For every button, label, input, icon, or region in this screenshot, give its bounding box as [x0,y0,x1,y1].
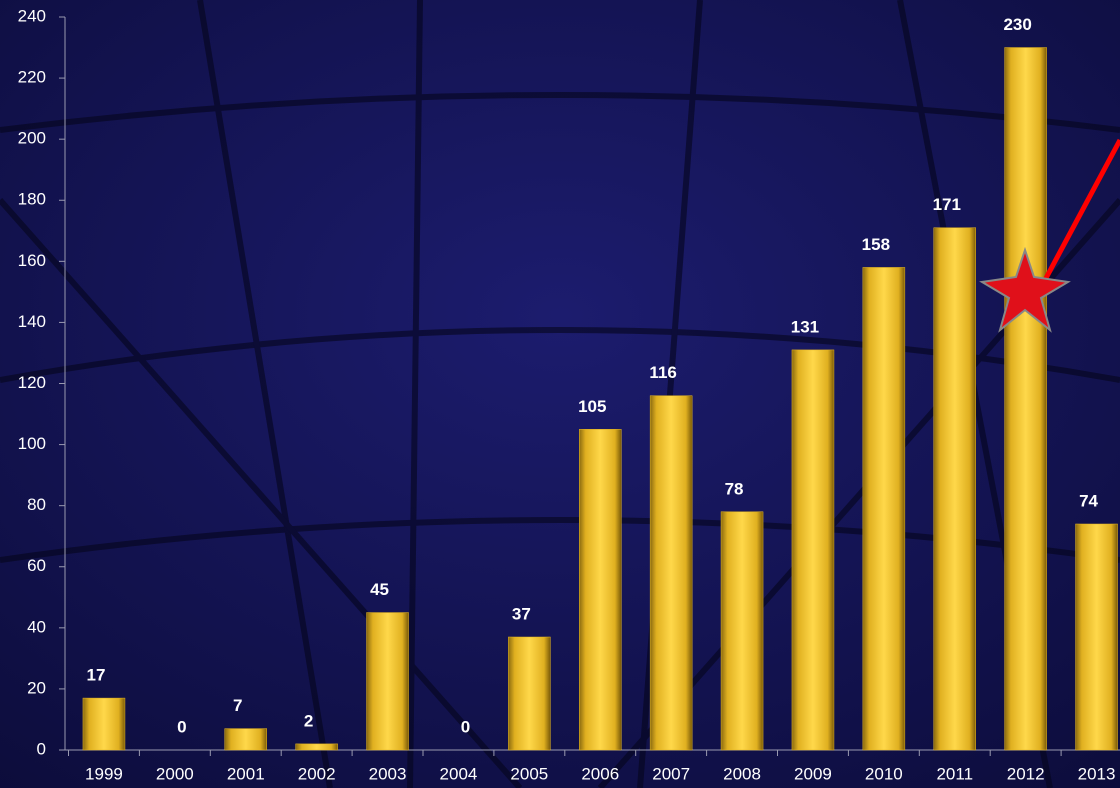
bar [1075,523,1118,751]
bar [295,743,338,751]
bar [1004,47,1047,751]
x-tick-label: 2003 [369,764,407,783]
pointer-line [1042,138,1120,282]
x-tick-label: 2012 [1007,764,1045,783]
bar [366,612,409,751]
value-label: 7 [233,696,242,715]
y-tick-label: 220 [18,68,46,87]
x-tick-label: 2013 [1078,764,1116,783]
y-tick-label: 0 [37,739,46,758]
x-tick-label: 2001 [227,764,265,783]
value-label: 17 [86,666,105,685]
value-label: 105 [578,397,606,416]
y-tick-label: 60 [27,556,46,575]
y-tick-label: 20 [27,678,46,697]
value-label: 116 [649,363,676,382]
bar [224,728,267,751]
x-tick-label: 2002 [298,764,336,783]
x-tick-label: 2004 [440,764,478,783]
x-tick-label: 2005 [510,764,548,783]
value-label: 45 [370,580,389,599]
y-tick-label: 200 [18,129,46,148]
y-tick-label: 100 [18,434,46,453]
value-label: 2 [304,711,313,730]
y-tick-label: 160 [18,251,46,270]
x-tick-label: 2010 [865,764,903,783]
bar [933,227,976,751]
bar [579,429,622,751]
bar [649,395,693,751]
value-label: 74 [1079,491,1098,510]
value-label: 0 [177,717,186,736]
y-tick-label: 120 [18,373,46,392]
x-tick-label: 2006 [581,764,619,783]
x-tick-label: 2007 [652,764,690,783]
x-tick-label: 1999 [85,764,123,783]
y-tick-label: 240 [18,6,46,25]
y-tick-label: 140 [18,312,46,331]
star [979,246,1071,333]
value-label: 37 [512,604,531,623]
value-label: 171 [933,195,961,214]
value-label: 158 [862,235,890,254]
x-tick-label: 2009 [794,764,832,783]
bar [82,697,126,751]
value-label: 230 [1003,15,1031,34]
x-tick-label: 2011 [936,764,973,783]
x-tick-label: 2008 [723,764,761,783]
bar [791,349,835,751]
y-tick-label: 40 [27,617,46,636]
value-label: 78 [725,479,744,498]
y-tick-label: 80 [27,495,46,514]
value-label: 0 [461,717,470,736]
bar [508,636,551,751]
value-label: 131 [791,317,819,336]
x-tick-label: 2000 [156,764,194,783]
y-tick-label: 180 [18,190,46,209]
bar [862,267,906,751]
bar [720,511,764,751]
